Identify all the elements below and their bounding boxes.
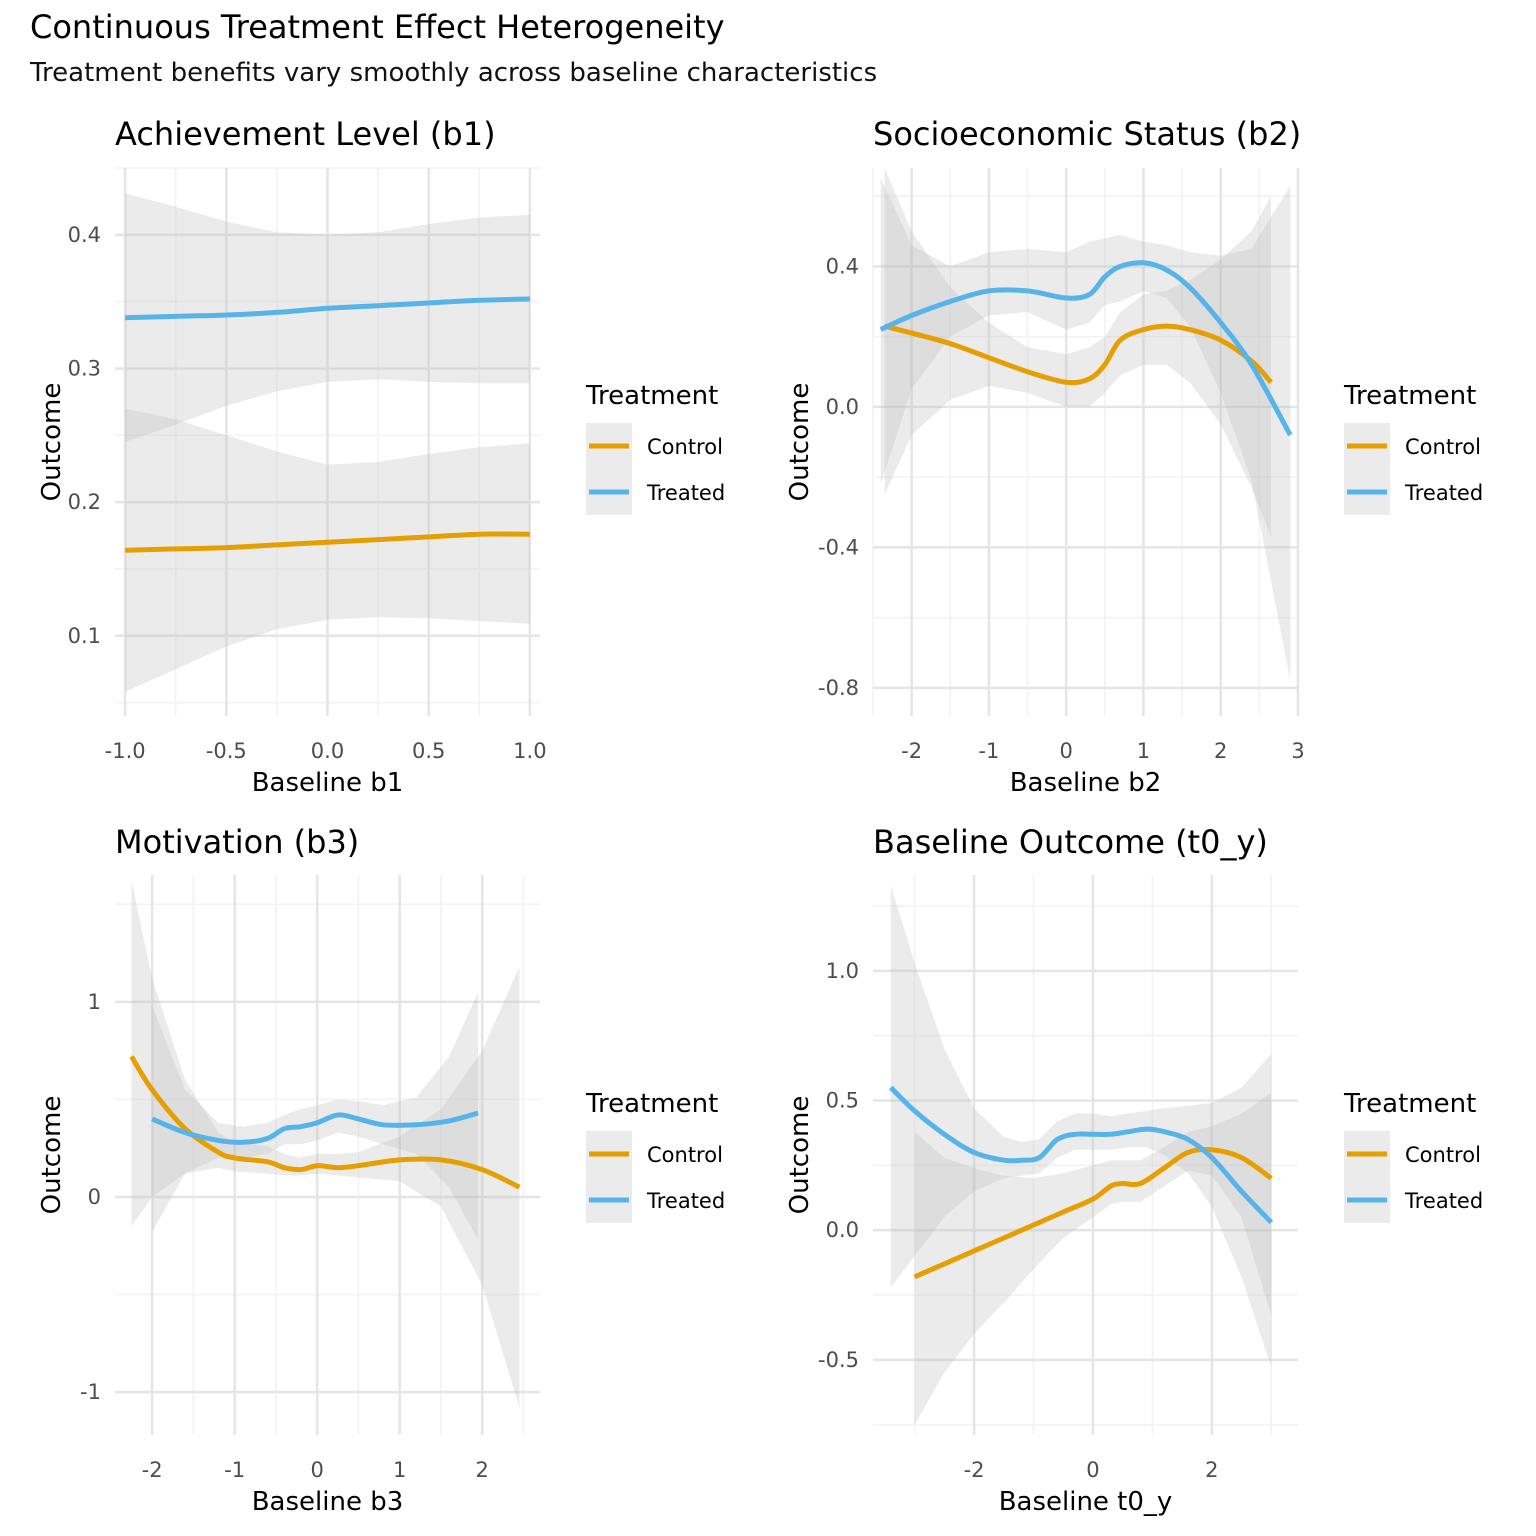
x-tick-label: -1 — [978, 739, 999, 763]
legend-title: Treatment — [1343, 381, 1476, 411]
panel-3: -2 -1 0 1 2 -1 0 1 Motivation (b3) Baseline b3 Out… — [37, 823, 725, 1517]
y-tick-label: 0.0 — [826, 1218, 859, 1242]
x-tick-label: 0 — [1086, 1458, 1099, 1482]
ci-ribbon-treated — [880, 178, 1291, 681]
legend-label-treated: Treated — [1404, 1189, 1483, 1213]
legend-label-control: Control — [1405, 435, 1481, 459]
y-tick-label: 0.1 — [68, 624, 101, 648]
x-tick-label: 1.0 — [513, 739, 546, 763]
series-line-treated — [879, 260, 1293, 437]
figure-title: Continuous Treatment Effect Heterogeneit… — [30, 8, 725, 46]
legend: Treatment Control Treated — [1343, 1089, 1483, 1223]
x-tick-label: 2 — [476, 1458, 489, 1482]
x-tick-label: -2 — [901, 739, 922, 763]
x-tick-label: -1 — [224, 1458, 245, 1482]
x-tick-label: -0.5 — [206, 739, 247, 763]
panel-title: Achievement Level (b1) — [115, 115, 496, 153]
x-tick-label: 0.5 — [412, 739, 445, 763]
legend-title: Treatment — [585, 1089, 718, 1119]
y-axis-label: Outcome — [785, 1096, 815, 1215]
y-tick-label: 0.4 — [826, 254, 859, 278]
series-line-treated — [889, 1085, 1274, 1225]
x-axis-label: Baseline b2 — [1010, 768, 1162, 798]
y-tick-label: -0.4 — [818, 535, 859, 559]
x-tick-label: -2 — [142, 1458, 163, 1482]
legend-title: Treatment — [1343, 1089, 1476, 1119]
x-tick-label: -2 — [964, 1458, 985, 1482]
y-tick-label: 0.4 — [68, 223, 101, 247]
y-tick-label: 0.5 — [826, 1089, 859, 1113]
ci-ribbon-control — [125, 408, 530, 692]
x-tick-label: 3 — [1291, 739, 1304, 763]
panel-title: Baseline Outcome (t0_y) — [873, 823, 1268, 861]
x-axis-label: Baseline b1 — [252, 768, 404, 798]
legend: Treatment Control Treated — [1343, 381, 1483, 515]
y-tick-label: -0.8 — [818, 676, 859, 700]
legend-title: Treatment — [585, 381, 718, 411]
x-tick-label: 0.0 — [311, 739, 344, 763]
y-tick-label: 1 — [88, 990, 101, 1014]
figure-subtitle: Treatment benefits vary smoothly across … — [30, 58, 878, 88]
x-axis-label: Baseline t0_y — [999, 1487, 1173, 1517]
x-tick-label: 1 — [1137, 739, 1150, 763]
y-tick-label: 1.0 — [826, 959, 859, 983]
y-tick-label: -1 — [80, 1380, 101, 1404]
y-axis-label: Outcome — [37, 383, 67, 502]
series-line-treated — [151, 1110, 479, 1145]
ci-ribbon-treated — [125, 193, 530, 442]
y-axis-label: Outcome — [37, 1096, 67, 1215]
y-tick-label: 0.2 — [68, 490, 101, 514]
x-tick-label: 1 — [393, 1458, 406, 1482]
legend-label-treated: Treated — [1404, 481, 1483, 505]
ci-ribbon-control — [914, 1092, 1272, 1425]
series-line-treated — [125, 296, 530, 321]
ci-ribbon-treated — [152, 992, 479, 1240]
legend: Treatment Control Treated — [585, 381, 725, 515]
legend-label-control: Control — [1405, 1143, 1481, 1167]
x-tick-label: 2 — [1214, 739, 1227, 763]
y-tick-label: 0 — [88, 1185, 101, 1209]
panel-2: -2 -1 0 1 2 3 -0.8 -0.4 0.0 0.4 Socioeconomic Stat… — [785, 115, 1483, 798]
ci-ribbon-treated — [890, 885, 1272, 1368]
legend-label-control: Control — [647, 1143, 723, 1167]
legend-label-treated: Treated — [646, 481, 725, 505]
x-tick-label: 0 — [1059, 739, 1072, 763]
y-axis-label: Outcome — [785, 383, 815, 502]
y-tick-label: 0.3 — [68, 356, 101, 380]
series-line-control — [884, 323, 1273, 386]
panel-title: Motivation (b3) — [115, 823, 359, 861]
x-tick-label: -1.0 — [105, 739, 146, 763]
ci-ribbon-control — [884, 168, 1271, 537]
legend: Treatment Control Treated — [585, 1089, 725, 1223]
x-axis-label: Baseline b3 — [252, 1487, 404, 1517]
x-tick-label: 0 — [310, 1458, 323, 1482]
legend-label-treated: Treated — [646, 1189, 725, 1213]
series-line-control — [125, 531, 530, 553]
panel-title: Socioeconomic Status (b2) — [873, 115, 1301, 153]
x-tick-label: 2 — [1205, 1458, 1218, 1482]
y-tick-label: -0.5 — [818, 1348, 859, 1372]
y-tick-label: 0.0 — [826, 395, 859, 419]
panel-4: -2 0 2 -0.5 0.0 0.5 1.0 Baseline Outcome (t0_y)… — [785, 823, 1483, 1517]
legend-label-control: Control — [647, 435, 723, 459]
panel-1: -1.0 -0.5 0.0 0.5 1.0 0.1 0.2 0.3 0.4 Achievement… — [37, 115, 725, 798]
